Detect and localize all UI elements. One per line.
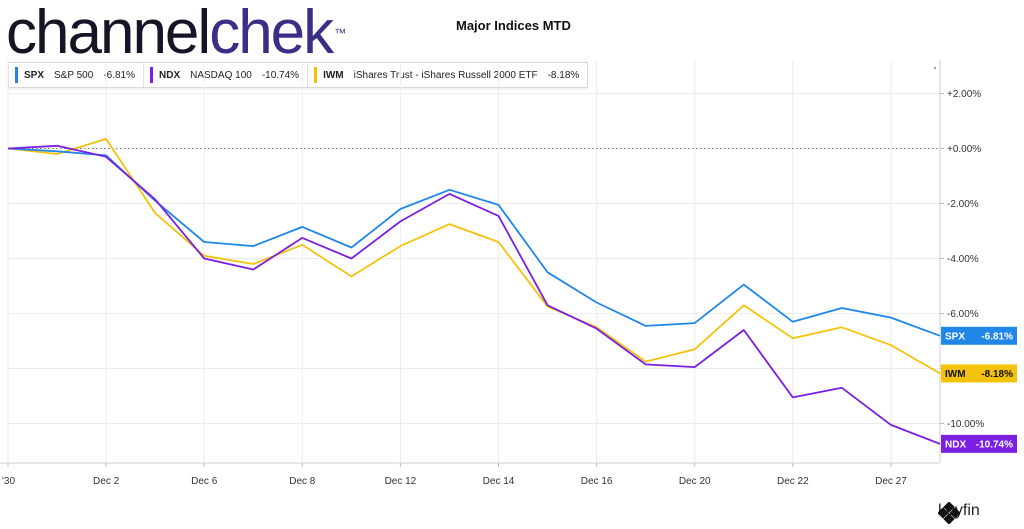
end-label-box xyxy=(941,326,1017,345)
end-label-ticker: SPX xyxy=(945,331,965,342)
trademark-mark: ™ xyxy=(334,26,347,40)
end-label-change: -8.18% xyxy=(981,369,1013,380)
logo-channel: channel xyxy=(6,0,211,67)
legend-ticker: NDX xyxy=(159,69,181,81)
series-line-spx xyxy=(7,147,941,337)
logo-chek: chek xyxy=(209,0,334,67)
legend-change: -8.18% xyxy=(547,69,580,81)
legend-series-name: S&P 500 xyxy=(54,69,94,81)
end-label-spx: SPX -6.81% xyxy=(941,326,1017,345)
y-tick-label: -6.00% xyxy=(947,309,979,320)
legend-series-name: iShares Trust - iShares Russell 2000 ETF xyxy=(353,69,538,81)
end-label-change: -6.81% xyxy=(981,331,1013,342)
end-label-change: -10.74% xyxy=(976,439,1013,450)
legend-change: -10.74% xyxy=(261,69,300,81)
x-tick-label: Dec 2 xyxy=(93,476,120,487)
channelchek-logo[interactable]: channelchek ™ xyxy=(6,2,346,64)
chart-title: Major Indices MTD xyxy=(456,18,571,33)
legend-ticker: IWM xyxy=(323,69,344,81)
series-line-iwm xyxy=(7,137,941,375)
legend-item-spx[interactable]: SPX S&P 500 -6.81% xyxy=(9,63,144,87)
end-label-ndx: NDX -10.74% xyxy=(941,434,1017,453)
end-label-box xyxy=(941,434,1017,453)
end-label-box xyxy=(941,364,1017,383)
y-tick-label: +2.00% xyxy=(947,89,981,100)
x-tick-label: Dec 16 xyxy=(581,476,613,487)
end-label-iwm: IWM -8.18% xyxy=(941,364,1017,383)
koyfin-logo-icon xyxy=(938,502,960,524)
legend-item-iwm[interactable]: IWM iShares Trust - iShares Russell 2000… xyxy=(308,63,587,87)
legend-item-ndx[interactable]: NDX NASDAQ 100 -10.74% xyxy=(144,63,309,87)
x-tick-label: Dec 8 xyxy=(289,476,316,487)
x-tick-label: Dec 27 xyxy=(875,476,907,487)
legend-series-name: NASDAQ 100 xyxy=(190,69,252,81)
legend-swatch-spx xyxy=(15,67,18,83)
x-tick-label: '30 xyxy=(2,476,15,487)
legend-swatch-ndx xyxy=(150,67,153,83)
x-tick-label: Dec 20 xyxy=(679,476,711,487)
koyfin-brand[interactable]: koyfin xyxy=(938,502,980,524)
chart-dot xyxy=(934,67,936,69)
end-label-ticker: IWM xyxy=(945,369,966,380)
x-tick-label: Dec 22 xyxy=(777,476,809,487)
chart-legend: SPX S&P 500 -6.81% NDX NASDAQ 100 -10.74… xyxy=(8,62,589,88)
y-tick-label: +0.00% xyxy=(947,144,981,155)
series-line-ndx xyxy=(7,144,941,445)
y-tick-label: -10.00% xyxy=(947,419,984,430)
x-tick-label: Dec 12 xyxy=(385,476,417,487)
legend-ticker: SPX xyxy=(24,69,45,81)
x-tick-label: Dec 14 xyxy=(483,476,515,487)
x-tick-label: Dec 6 xyxy=(191,476,218,487)
legend-swatch-iwm xyxy=(314,67,318,83)
end-label-ticker: NDX xyxy=(945,439,966,450)
y-tick-label: -4.00% xyxy=(947,254,979,265)
y-tick-label: -2.00% xyxy=(947,199,979,210)
legend-change: -6.81% xyxy=(103,69,135,81)
